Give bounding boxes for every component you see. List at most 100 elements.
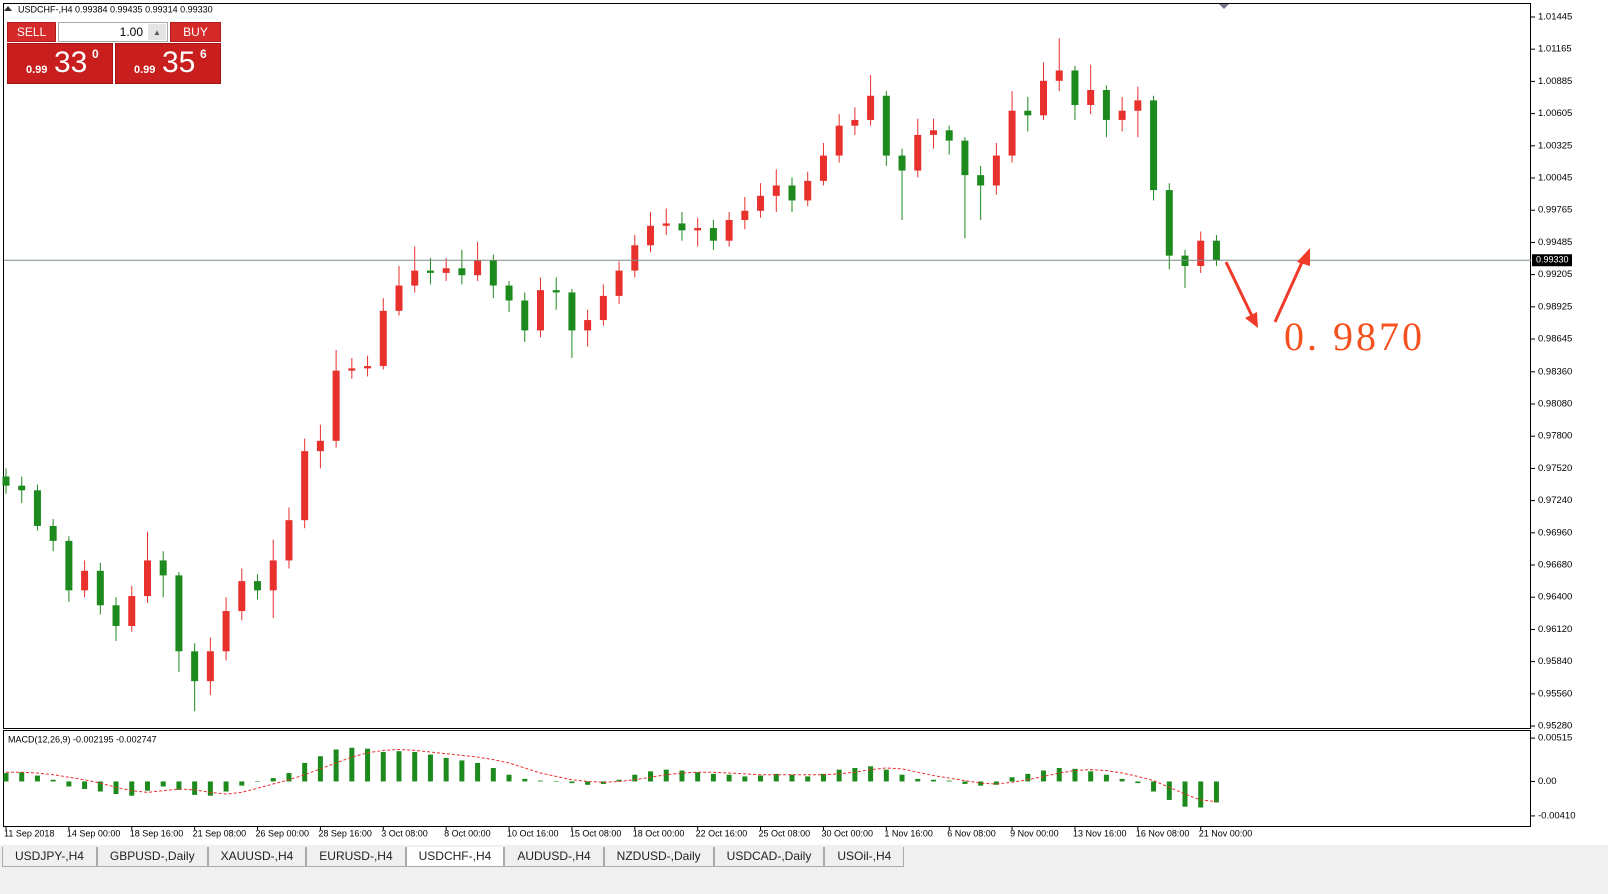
x-tick-label: 8 Oct 00:00 (444, 828, 491, 838)
candle-body (961, 140, 969, 176)
volume-input[interactable]: 1.00 (58, 22, 168, 42)
trade-panel: SELL ▼ 1.00 ▲ BUY 0.99 33 0 0.99 35 6 (7, 21, 221, 84)
y-tick-label: 0.98925 (1538, 301, 1572, 312)
signal-line (6, 748, 1217, 803)
current-price-label: 0.99330 (1536, 255, 1569, 265)
candle-body (678, 223, 686, 231)
macd-bar (380, 752, 386, 782)
chart-tab[interactable]: GBPUSD-,Daily (96, 847, 208, 867)
candle-body (458, 268, 466, 276)
macd-bar (836, 769, 842, 782)
y-tick-label: 1.00885 (1538, 76, 1572, 87)
candle-body (552, 290, 560, 293)
y-tick-label: -0.00410 (1538, 810, 1576, 821)
macd-bar (695, 772, 701, 782)
macd-bar (144, 781, 150, 791)
y-tick-label: 0.97800 (1538, 431, 1572, 442)
candle-body (1024, 110, 1032, 116)
candle-body (112, 605, 120, 626)
macd-bar (1198, 781, 1204, 808)
macd-bar (396, 751, 402, 782)
macd-bar (868, 766, 874, 782)
macd-bar (333, 749, 339, 782)
x-tick-label: 28 Sep 16:00 (318, 828, 372, 838)
macd-bar (349, 747, 355, 782)
macd-bar (1009, 777, 1015, 782)
macd-bar (915, 778, 921, 782)
arrowhead (1297, 248, 1310, 266)
y-tick-label: 0.95280 (1538, 721, 1572, 732)
candle-body (269, 560, 277, 591)
candle-body (505, 285, 513, 301)
macd-bar (286, 773, 292, 782)
candle-body (631, 245, 639, 271)
macd-bar (160, 781, 166, 787)
candle-body (301, 451, 309, 521)
candle-body (1008, 110, 1016, 156)
candle-body (18, 485, 26, 491)
macd-header: MACD(12,26,9) -0.002195 -0.002747 (8, 734, 157, 744)
macd-bar (1151, 781, 1157, 792)
y-tick-label: 1.01445 (1538, 12, 1572, 23)
x-tick-label: 26 Sep 00:00 (256, 828, 310, 838)
macd-bar (19, 772, 25, 782)
candle-body (772, 185, 780, 196)
chart-tab[interactable]: USDJPY-,H4 (2, 847, 97, 867)
macd-bar (459, 760, 465, 782)
macd-bar (97, 781, 103, 792)
candle-body (882, 95, 890, 156)
candle-body (662, 223, 670, 226)
candle-body (33, 490, 41, 526)
macd-bar (412, 752, 418, 782)
candle-body (819, 155, 827, 181)
chart-tab[interactable]: NZDUSD-,Daily (603, 847, 714, 867)
x-tick-label: 16 Nov 08:00 (1136, 828, 1190, 838)
macd-bar (537, 780, 543, 782)
macd-bar (443, 757, 449, 782)
chart-tab[interactable]: USDCHF-,H4 (405, 847, 505, 867)
buy-price[interactable]: 0.99 35 6 (115, 43, 221, 84)
candle-body (65, 540, 73, 591)
chart-tab[interactable]: EURUSD-,H4 (306, 847, 406, 867)
chart-tab[interactable]: USDCAD-,Daily (713, 847, 825, 867)
candle-body (222, 611, 230, 652)
x-tick-label: 1 Nov 16:00 (884, 828, 933, 838)
macd-bar (805, 776, 811, 782)
candle-body (143, 560, 151, 597)
macd-bar (66, 781, 72, 787)
candle-body (804, 180, 812, 201)
macd-bar (1072, 768, 1078, 782)
y-tick-label: 1.00605 (1538, 108, 1572, 119)
scroll-marker (1219, 4, 1229, 9)
candle-body (426, 270, 434, 273)
y-tick-label: 0.95840 (1538, 656, 1572, 667)
y-tick-label: 0.99765 (1538, 205, 1572, 216)
volume-up[interactable]: ▲ (148, 24, 166, 40)
macd-bar (930, 779, 936, 782)
candle-body (741, 210, 749, 220)
buy-button[interactable]: BUY (170, 22, 221, 42)
macd-bar (1056, 767, 1062, 782)
chart-tab[interactable]: USOil-,H4 (824, 847, 905, 867)
chart-tab[interactable]: XAUUSD-,H4 (207, 847, 307, 867)
macd-bar (239, 781, 245, 786)
macd-bar (270, 778, 276, 782)
macd-bar (742, 776, 748, 782)
macd-bar (1166, 781, 1172, 800)
candle-body (757, 195, 765, 211)
candle-body (835, 125, 843, 156)
candle-body (332, 370, 340, 441)
candle-body (615, 270, 623, 296)
y-tick-label: 0.98645 (1538, 334, 1572, 345)
macd-bar (1182, 781, 1188, 807)
annotation: 0. 9870 (1284, 314, 1425, 359)
sell-button[interactable]: SELL (7, 22, 56, 42)
chart-tab[interactable]: AUDUSD-,H4 (504, 847, 604, 867)
candle-body (81, 570, 89, 591)
sell-price[interactable]: 0.99 33 0 (7, 43, 113, 84)
macd-bar (616, 779, 622, 782)
macd-bar (129, 781, 135, 796)
macd-bar (1135, 781, 1141, 784)
macd-bar (758, 775, 764, 782)
